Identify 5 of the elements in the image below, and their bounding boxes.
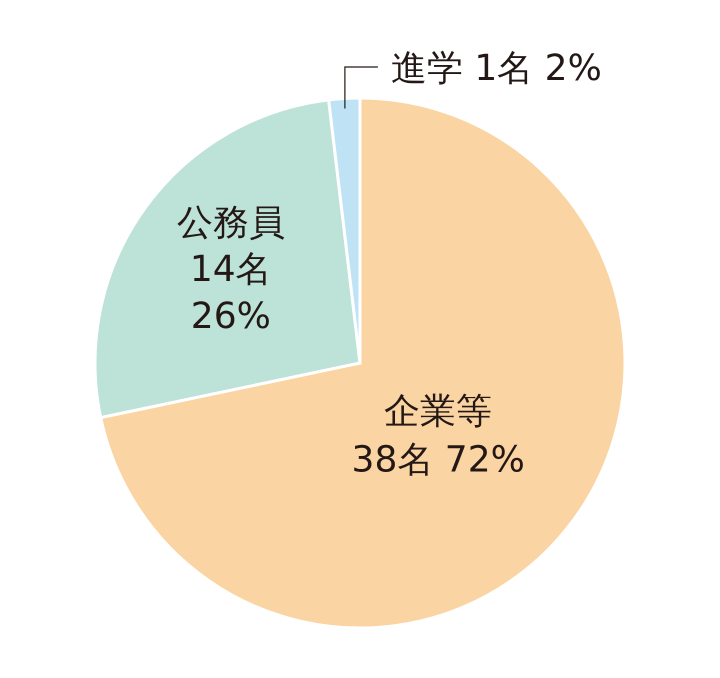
slice-label: 企業等 [384, 390, 492, 432]
data-label: 14名 26% [190, 249, 272, 337]
slice-label: 進学 1名 2% [390, 48, 602, 89]
slice-label: 公務員 [176, 202, 285, 244]
data-label: 38名 72% [352, 439, 525, 480]
